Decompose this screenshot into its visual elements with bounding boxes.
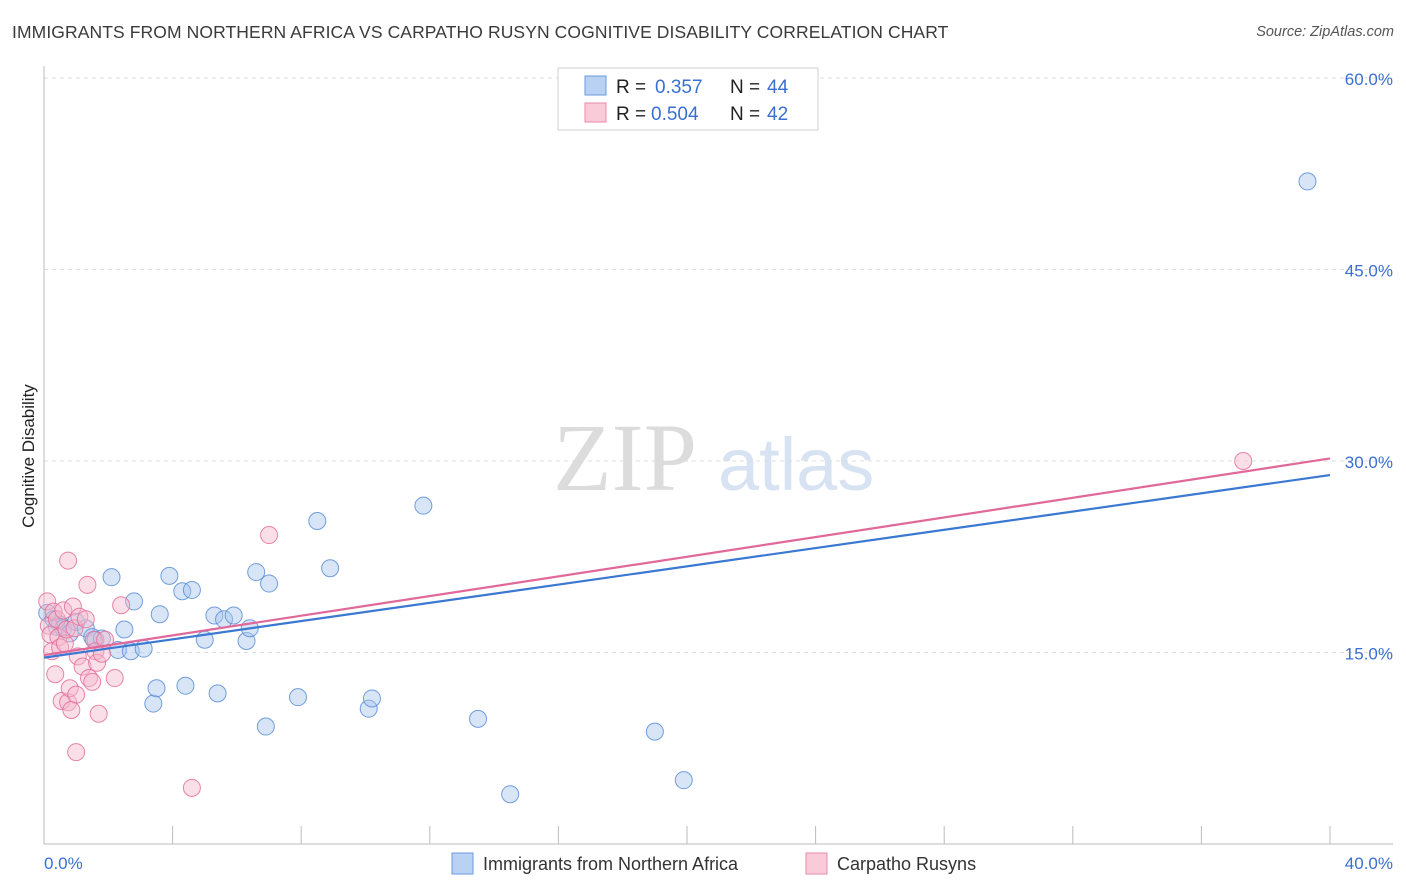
point-carpatho (59, 551, 78, 570)
gridlines (44, 77, 1393, 653)
point-immigrants (102, 568, 121, 587)
point-carpatho (38, 592, 57, 611)
legend-n-label-pink: N = (730, 104, 760, 125)
bottom-legend-swatch-blue (451, 852, 474, 875)
y-tick-labels: 15.0% 30.0% 45.0% 60.0% (1345, 70, 1393, 664)
point-carpatho (76, 610, 95, 629)
point-immigrants (224, 606, 243, 625)
point-immigrants (182, 580, 201, 599)
point-carpatho (182, 778, 201, 797)
trend-line-immigrants (43, 473, 1331, 659)
source-label: Source: ZipAtlas.com (1256, 24, 1394, 40)
point-immigrants (176, 676, 195, 695)
axes (43, 66, 1393, 845)
point-immigrants (160, 566, 179, 585)
legend-swatch-blue (584, 75, 607, 96)
legend-r-value-pink: 0.504 (651, 104, 699, 125)
series-immigrants-points (38, 172, 1317, 804)
watermark-atlas: atlas (718, 423, 874, 506)
point-immigrants (1298, 172, 1317, 191)
point-immigrants (362, 689, 381, 708)
legend-n-value-pink: 42 (767, 104, 788, 125)
point-carpatho (67, 743, 86, 762)
trend-lines (43, 457, 1331, 659)
y-tick-label: 45.0% (1345, 262, 1393, 281)
point-immigrants (469, 709, 488, 728)
point-immigrants (321, 559, 340, 578)
y-tick-label: 15.0% (1345, 645, 1393, 664)
point-immigrants (288, 688, 307, 707)
legend-r-label-pink: R = (616, 104, 646, 125)
point-carpatho (62, 700, 81, 719)
chart-title: IMMIGRANTS FROM NORTHERN AFRICA VS CARPA… (12, 22, 949, 42)
point-carpatho (73, 657, 92, 676)
point-carpatho (260, 526, 279, 545)
point-immigrants (645, 722, 664, 741)
correlation-legend: R = 0.357 N = 44 R = 0.504 N = 42 (557, 67, 819, 131)
legend-swatch-pink (584, 102, 607, 123)
watermark-zip: ZIP (553, 404, 697, 511)
bottom-legend-label-blue: Immigrants from Northern Africa (483, 854, 739, 874)
point-carpatho (89, 704, 108, 723)
y-tick-label: 60.0% (1345, 70, 1393, 89)
point-carpatho (83, 672, 102, 691)
point-immigrants (150, 605, 169, 624)
point-immigrants (205, 606, 224, 625)
trend-line-carpatho (43, 457, 1331, 657)
point-immigrants (308, 512, 327, 531)
point-carpatho (54, 601, 73, 620)
bottom-legend-swatch-pink (805, 852, 828, 875)
watermark: ZIP atlas (553, 404, 874, 511)
series-legend: Immigrants from Northern Africa Carpatho… (451, 852, 976, 875)
point-immigrants (144, 694, 163, 713)
point-carpatho (78, 575, 97, 594)
point-immigrants (208, 684, 227, 703)
point-carpatho (105, 669, 124, 688)
point-carpatho (112, 596, 131, 615)
point-carpatho (67, 685, 86, 704)
point-carpatho (88, 653, 107, 672)
point-carpatho (1234, 452, 1253, 470)
bottom-legend-label-pink: Carpatho Rusyns (837, 854, 976, 874)
x-tick-max: 40.0% (1345, 854, 1393, 873)
point-immigrants (414, 496, 433, 515)
point-carpatho (46, 665, 65, 684)
legend-n-value-blue: 44 (767, 77, 789, 98)
point-immigrants (115, 620, 134, 639)
point-immigrants (674, 771, 693, 790)
point-immigrants (260, 574, 279, 593)
point-immigrants (256, 717, 275, 736)
point-immigrants (173, 582, 192, 601)
point-immigrants (247, 563, 266, 582)
legend-n-label-blue: N = (730, 77, 760, 98)
point-immigrants (501, 785, 520, 804)
point-carpatho (63, 597, 82, 616)
y-tick-label: 30.0% (1345, 453, 1393, 472)
point-immigrants (359, 699, 378, 718)
legend-r-label-blue: R = (616, 77, 646, 98)
point-immigrants (147, 679, 166, 698)
x-tick-min: 0.0% (44, 854, 83, 873)
legend-r-value-blue: 0.357 (655, 77, 703, 98)
point-carpatho (60, 679, 79, 698)
y-axis-title: Cognitive Disability (19, 384, 38, 528)
